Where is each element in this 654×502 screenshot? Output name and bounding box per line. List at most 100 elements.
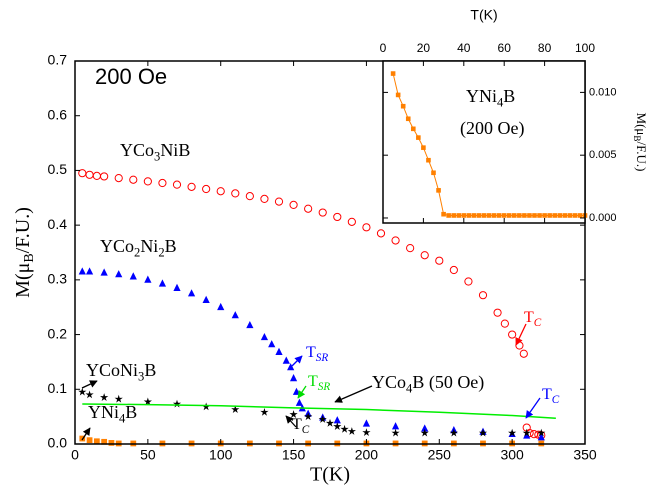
x-tick-label: 0 — [71, 447, 79, 463]
annotation-part: YNi — [466, 86, 497, 106]
data-point — [500, 319, 509, 328]
annotation-part: B — [165, 236, 177, 256]
data-point — [567, 213, 573, 218]
plot-frame — [74, 60, 586, 445]
data-point — [406, 244, 415, 253]
data-point — [260, 407, 269, 416]
arrow — [525, 397, 541, 419]
x-axis-label: T(K) — [470, 7, 497, 23]
y-tick-label: 0.1 — [48, 380, 68, 396]
x-tick-label: 60 — [498, 41, 512, 55]
y-axis-label-sub: B — [22, 253, 37, 262]
data-point — [511, 213, 517, 218]
data-point — [552, 213, 558, 218]
y-axis-label-part: /F.U.) — [12, 207, 34, 253]
data-point — [129, 175, 138, 184]
x-tick-label: 200 — [355, 447, 379, 463]
data-point — [85, 390, 94, 399]
data-point — [340, 424, 349, 433]
annotation-sub: 2 — [158, 245, 164, 259]
data-point — [532, 213, 537, 218]
annotation: TC — [292, 416, 310, 436]
x-tick-label: 100 — [209, 447, 233, 463]
annotation-part: YCo — [372, 372, 406, 392]
y-tick-label: 0.000 — [589, 212, 617, 224]
data-point — [289, 200, 298, 209]
data-point — [436, 188, 441, 193]
data-point — [246, 320, 254, 329]
data-point — [446, 213, 451, 218]
data-point — [202, 295, 210, 303]
annotation-sub: SR — [318, 380, 331, 392]
arrow — [291, 355, 303, 367]
annotation-part: B — [125, 402, 137, 422]
data-point — [362, 428, 371, 436]
data-point — [129, 272, 137, 280]
data-point — [93, 438, 100, 445]
data-point — [527, 213, 532, 218]
arrow — [81, 380, 98, 389]
y-axis-label-part: M(μ — [634, 113, 649, 136]
data-point — [143, 397, 152, 406]
annotation: YCoNi3B — [86, 360, 156, 383]
data-point — [114, 394, 123, 403]
data-point — [282, 356, 290, 364]
data-point — [501, 213, 507, 218]
data-point — [478, 291, 488, 300]
data-point — [451, 213, 457, 218]
y-axis-label-part: /F.U.) — [634, 141, 649, 171]
y-tick-label: 0.5 — [48, 161, 68, 177]
annotation: (200 Oe) — [460, 118, 524, 139]
data-point — [216, 187, 225, 196]
annotation-part: YCoNi — [86, 360, 138, 380]
data-point — [287, 363, 295, 371]
data-point — [537, 213, 542, 218]
data-point — [187, 182, 196, 191]
annotation: YCo3NiB — [120, 140, 190, 163]
y-axis-label: M(μB/F.U.) — [12, 207, 38, 298]
data-point — [86, 437, 93, 444]
data-point — [347, 427, 356, 435]
data-point — [231, 189, 240, 198]
data-point — [491, 213, 497, 218]
annotation-part: YCo — [100, 236, 134, 256]
data-point — [275, 347, 283, 355]
data-point — [481, 213, 487, 218]
data-point — [537, 428, 546, 437]
data-point — [78, 387, 87, 396]
x-tick-label: 80 — [538, 41, 552, 55]
data-point — [421, 424, 429, 432]
data-point — [289, 410, 298, 418]
annotation-part: B (50 Oe) — [412, 372, 484, 393]
data-point — [476, 213, 482, 218]
annotation-sub: 4 — [119, 411, 126, 425]
annotation: 200 Oe — [95, 64, 167, 89]
data-point — [172, 180, 182, 189]
x-tick-label: 150 — [282, 447, 306, 463]
y-tick-label: 0.6 — [48, 106, 68, 122]
data-point — [231, 405, 240, 414]
plot-frame — [382, 60, 586, 224]
data-point — [449, 265, 458, 275]
annotation-sub: 3 — [138, 369, 144, 383]
data-point — [187, 289, 196, 297]
y-tick-label: 0.0 — [48, 435, 68, 451]
x-tick-label: 300 — [500, 447, 524, 463]
annotation-part: B — [144, 360, 156, 380]
data-point — [508, 330, 517, 339]
annotation-part: YCo — [120, 140, 154, 160]
data-point — [115, 270, 123, 278]
annotation: YCo4B (50 Oe) — [372, 372, 484, 395]
arrow — [334, 385, 373, 403]
data-point — [318, 415, 327, 423]
data-point — [260, 332, 269, 341]
data-point — [466, 213, 472, 218]
annotation-sub: 2 — [134, 245, 140, 259]
y-tick-label: 0.7 — [48, 52, 68, 68]
data-point — [304, 412, 313, 421]
data-point — [390, 71, 396, 76]
arrow — [515, 323, 527, 346]
data-point — [268, 340, 276, 348]
data-point — [547, 213, 552, 218]
